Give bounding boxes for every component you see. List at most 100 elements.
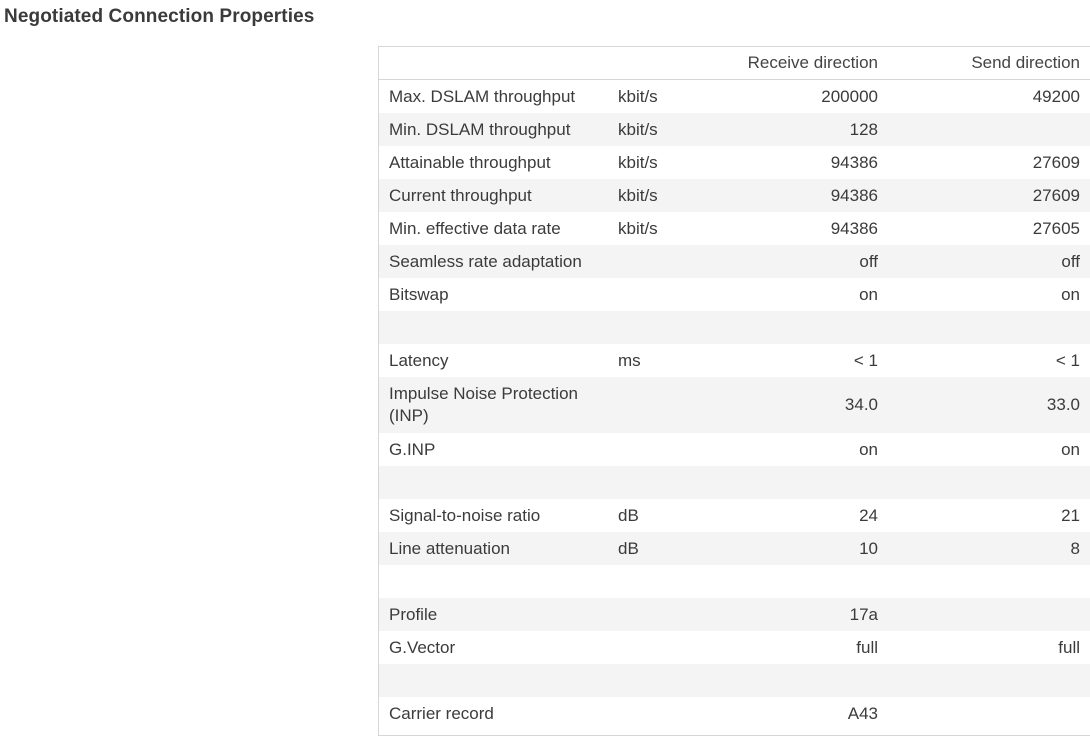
row-receive-value: A43 — [733, 697, 888, 730]
table-row — [379, 565, 1090, 598]
row-unit — [608, 311, 733, 344]
row-label — [379, 565, 608, 598]
row-receive-value — [733, 466, 888, 499]
row-send-value: 8 — [888, 532, 1090, 565]
row-send-value: off — [888, 245, 1090, 278]
table-row: Current throughput kbit/s 94386 27609 — [379, 179, 1090, 212]
row-unit: ms — [608, 344, 733, 377]
row-unit — [608, 466, 733, 499]
row-label: Attainable throughput — [379, 146, 608, 179]
table-row: Latency ms < 1 < 1 — [379, 344, 1090, 377]
row-send-value: full — [888, 631, 1090, 664]
row-label: Min. effective data rate — [379, 212, 608, 245]
row-receive-value: < 1 — [733, 344, 888, 377]
table-row — [379, 466, 1090, 499]
row-send-value: on — [888, 433, 1090, 466]
row-send-value — [888, 598, 1090, 631]
row-send-value: 27605 — [888, 212, 1090, 245]
table-row: Impulse Noise Protection (INP) 34.0 33.0 — [379, 377, 1090, 433]
table-row: Attainable throughput kbit/s 94386 27609 — [379, 146, 1090, 179]
header-unit-column — [608, 47, 733, 80]
header-label-column — [379, 47, 608, 80]
row-send-value — [888, 311, 1090, 344]
connection-properties-table: Receive direction Send direction Max. DS… — [379, 47, 1090, 730]
row-send-value — [888, 565, 1090, 598]
row-label: Carrier record — [379, 697, 608, 730]
row-unit: kbit/s — [608, 113, 733, 146]
row-send-value — [888, 697, 1090, 730]
row-label — [379, 311, 608, 344]
row-label: Impulse Noise Protection (INP) — [379, 377, 608, 433]
table-row: G.INP on on — [379, 433, 1090, 466]
row-unit: kbit/s — [608, 79, 733, 113]
row-send-value: 27609 — [888, 179, 1090, 212]
row-unit: kbit/s — [608, 146, 733, 179]
row-send-value: 27609 — [888, 146, 1090, 179]
row-send-value: 33.0 — [888, 377, 1090, 433]
row-unit — [608, 697, 733, 730]
table-row: Carrier record A43 — [379, 697, 1090, 730]
row-receive-value: 24 — [733, 499, 888, 532]
row-label: Max. DSLAM throughput — [379, 79, 608, 113]
row-unit: dB — [608, 532, 733, 565]
row-receive-value — [733, 311, 888, 344]
row-receive-value: 128 — [733, 113, 888, 146]
table-row: Min. DSLAM throughput kbit/s 128 — [379, 113, 1090, 146]
table-row: Min. effective data rate kbit/s 94386 27605 — [379, 212, 1090, 245]
row-label: Bitswap — [379, 278, 608, 311]
table-row: Line attenuation dB 10 8 — [379, 532, 1090, 565]
row-label: Min. DSLAM throughput — [379, 113, 608, 146]
connection-properties-table-container: Receive direction Send direction Max. DS… — [378, 46, 1090, 736]
row-unit: dB — [608, 499, 733, 532]
row-label: G.INP — [379, 433, 608, 466]
row-receive-value: 94386 — [733, 179, 888, 212]
header-send-direction: Send direction — [888, 47, 1090, 80]
row-receive-value: on — [733, 433, 888, 466]
row-receive-value — [733, 664, 888, 697]
table-row: Profile 17a — [379, 598, 1090, 631]
table-row: G.Vector full full — [379, 631, 1090, 664]
table-row — [379, 311, 1090, 344]
row-receive-value — [733, 565, 888, 598]
table-row: Bitswap on on — [379, 278, 1090, 311]
row-send-value — [888, 466, 1090, 499]
table-row: Max. DSLAM throughput kbit/s 200000 49200 — [379, 79, 1090, 113]
row-label: Line attenuation — [379, 532, 608, 565]
table-row — [379, 664, 1090, 697]
row-label: Signal-to-noise ratio — [379, 499, 608, 532]
row-receive-value: 200000 — [733, 79, 888, 113]
row-send-value — [888, 113, 1090, 146]
row-send-value: 21 — [888, 499, 1090, 532]
row-receive-value: on — [733, 278, 888, 311]
row-unit — [608, 664, 733, 697]
row-label: Latency — [379, 344, 608, 377]
row-label — [379, 664, 608, 697]
row-label: Current throughput — [379, 179, 608, 212]
row-unit — [608, 565, 733, 598]
row-receive-value: 17a — [733, 598, 888, 631]
page-title: Negotiated Connection Properties — [4, 6, 315, 27]
row-label: Seamless rate adaptation — [379, 245, 608, 278]
row-send-value — [888, 664, 1090, 697]
table-header-row: Receive direction Send direction — [379, 47, 1090, 80]
row-unit: kbit/s — [608, 212, 733, 245]
row-unit — [608, 433, 733, 466]
row-unit: kbit/s — [608, 179, 733, 212]
row-receive-value: 10 — [733, 532, 888, 565]
row-receive-value: full — [733, 631, 888, 664]
row-unit — [608, 631, 733, 664]
row-unit — [608, 377, 733, 433]
header-receive-direction: Receive direction — [733, 47, 888, 80]
row-label: G.Vector — [379, 631, 608, 664]
row-receive-value: 94386 — [733, 212, 888, 245]
row-send-value: < 1 — [888, 344, 1090, 377]
row-label: Profile — [379, 598, 608, 631]
row-receive-value: 94386 — [733, 146, 888, 179]
row-label — [379, 466, 608, 499]
row-unit — [608, 598, 733, 631]
table-row: Signal-to-noise ratio dB 24 21 — [379, 499, 1090, 532]
row-receive-value: 34.0 — [733, 377, 888, 433]
row-unit — [608, 278, 733, 311]
row-send-value: on — [888, 278, 1090, 311]
row-unit — [608, 245, 733, 278]
